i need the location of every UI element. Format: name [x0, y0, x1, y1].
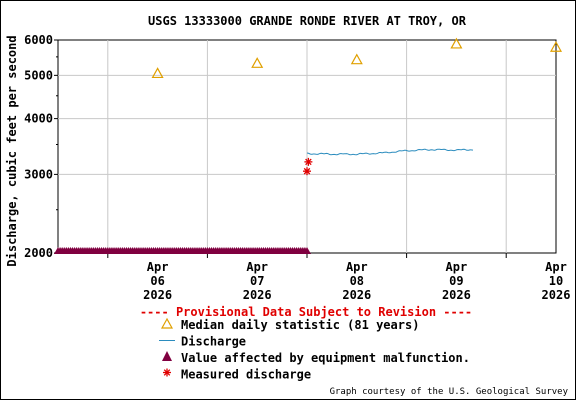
legend-triangle-open-icon [160, 317, 174, 329]
legend-label: Value affected by equipment malfunction. [181, 351, 470, 365]
chart-title: USGS 13333000 GRANDE RONDE RIVER AT TROY… [148, 14, 467, 28]
asterisk-stroke [163, 369, 171, 376]
x-tick-label: 09 [449, 274, 463, 288]
legend-item: Value affected by equipment malfunction. [162, 351, 470, 365]
x-tick-label: 10 [549, 274, 563, 288]
y-axis-label: Discharge, cubic feet per second [5, 35, 19, 266]
y-tick-label: 3000 [24, 167, 53, 181]
measured-discharge-point [304, 157, 313, 166]
median-point [251, 57, 264, 68]
x-tick-label: Apr [246, 260, 268, 274]
y-tick-label: 2000 [24, 246, 53, 260]
x-tick-label: Apr [446, 260, 468, 274]
x-tick-label: 06 [150, 274, 164, 288]
y-tick-label: 5000 [24, 68, 53, 82]
series-layer [54, 37, 563, 254]
legend-asterisk-icon [163, 368, 171, 377]
y-axis-ticks: 2000 3000 4000 5000 6000 [24, 33, 58, 260]
measured-discharge-point [303, 167, 311, 176]
x-axis-ticks: Apr062026Apr072026Apr082026Apr092026Apr1… [107, 253, 571, 302]
x-tick-label: 2026 [342, 288, 371, 302]
median-point [151, 67, 164, 79]
x-tick-label: 2026 [442, 288, 471, 302]
legend-label: Discharge [181, 335, 246, 349]
median-point [549, 41, 563, 52]
median-point [450, 37, 463, 49]
legend-item: Median daily statistic (81 years) [160, 317, 419, 332]
x-tick-label: 2026 [143, 288, 172, 302]
legend: Median daily statistic (81 years) Dischar… [159, 317, 470, 382]
legend-item: Discharge [159, 335, 246, 349]
malfunction-point [303, 247, 311, 254]
x-tick-label: 2026 [542, 288, 571, 302]
legend-label: Measured discharge [181, 368, 311, 382]
median-point [350, 53, 363, 65]
grid-lines [58, 40, 556, 253]
x-tick-label: Apr [147, 260, 169, 274]
y-tick-label: 4000 [24, 112, 53, 126]
legend-item: Measured discharge [163, 368, 311, 382]
y-tick-label: 6000 [24, 33, 53, 47]
asterisk-stroke [303, 167, 311, 175]
x-tick-label: Apr [346, 260, 368, 274]
x-tick-label: Apr [545, 260, 567, 274]
credit-note: Graph courtesy of the U.S. Geological Su… [330, 387, 569, 397]
malfunction-series [54, 247, 311, 254]
x-tick-label: 2026 [243, 288, 272, 302]
discharge-line [306, 148, 474, 156]
legend-label: Median daily statistic (81 years) [181, 318, 419, 332]
asterisk-stroke [305, 158, 312, 166]
x-tick-label: 08 [350, 274, 364, 288]
provisional-note: ---- Provisional Data Subject to Revisio… [140, 305, 472, 319]
x-tick-label: 07 [250, 274, 264, 288]
legend-triangle-filled-icon [162, 351, 172, 361]
